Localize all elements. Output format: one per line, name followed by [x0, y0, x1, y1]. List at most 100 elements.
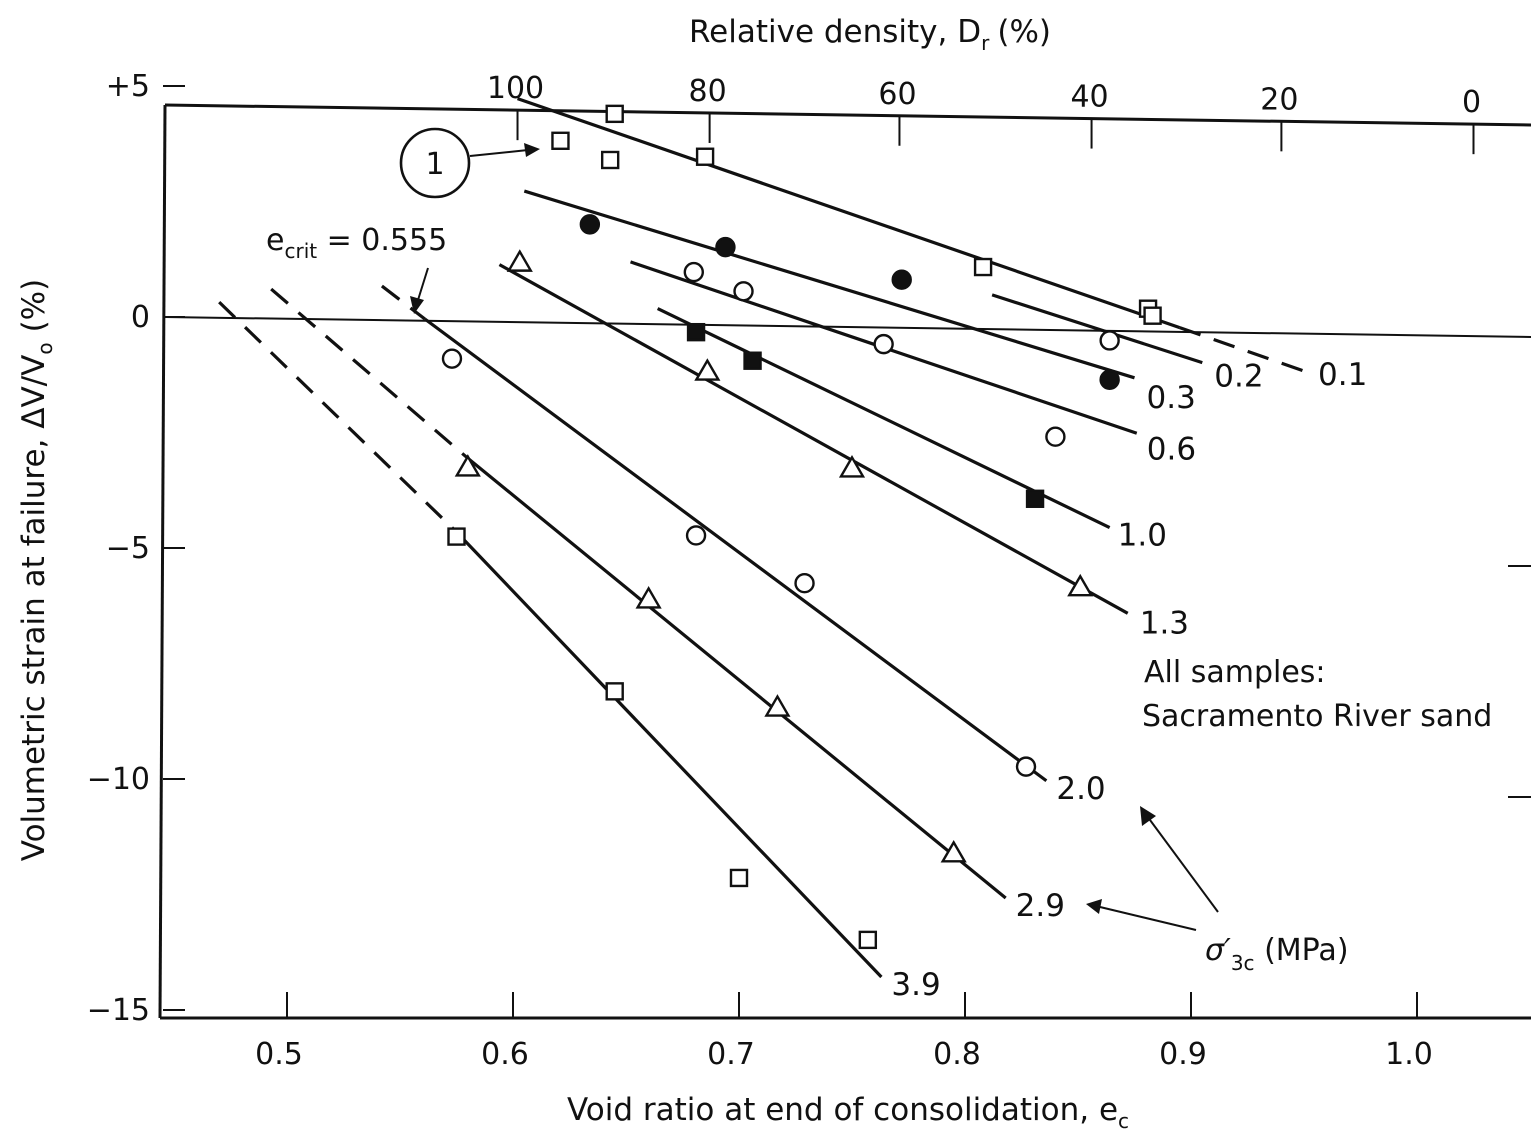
top-axis-title: Relative density, Dr (%): [689, 14, 1051, 55]
point-square: [858, 930, 878, 950]
top-axis-line: [164, 103, 1531, 127]
series-0-2: 0.2: [991, 293, 1264, 395]
note-line-1: All samples:: [1144, 655, 1326, 690]
circled-marker: [399, 127, 471, 199]
y-axis-title: Volumetric strain at failure, ΔV/Vo(%): [16, 279, 57, 861]
series-line: [991, 293, 1203, 365]
series-extrapolation: [1179, 326, 1305, 373]
series-line: [466, 456, 1007, 900]
point-circle: [1045, 426, 1066, 447]
series-label: 0.3: [1147, 380, 1196, 416]
series-1-3: 1.3: [498, 263, 1189, 641]
series-2-9: 2.9: [270, 287, 1065, 924]
series-1-0: 1.0: [656, 307, 1167, 554]
point-circle: [733, 281, 754, 302]
series-label: 3.9: [891, 967, 940, 1003]
point-triangle: [1067, 573, 1094, 597]
point-triangle: [454, 454, 481, 477]
series-label: 1.0: [1118, 518, 1167, 554]
top-tick-label: 40: [1070, 80, 1108, 115]
point-square: [551, 131, 570, 150]
x-tick-label: 1.0: [1385, 1037, 1433, 1072]
point-triangle: [506, 249, 533, 272]
point-square: [600, 150, 620, 170]
series-label: 0.2: [1214, 359, 1263, 395]
point-triangle: [635, 586, 662, 609]
top-tick-label: 100: [487, 71, 544, 106]
axis-ticks: 0.5 0.6 0.7 0.8 0.9 1.0 +5 0 −5 −10 −15 100 80 60 40 20…: [87, 69, 1531, 1072]
point-circle: [685, 525, 707, 546]
x-tick-label: 0.5: [255, 1037, 303, 1072]
circled-number: 1: [425, 147, 444, 182]
top-tick-label: 0: [1462, 85, 1481, 120]
series-label: 0.6: [1147, 431, 1196, 467]
note-line-2: Sacramento River sand: [1142, 699, 1492, 734]
sigma-arrow-to-2-9-head: [1086, 899, 1102, 914]
ecrit-arrow-head: [410, 296, 424, 314]
series-3-9: 3.9: [218, 301, 941, 1003]
point-circle: [1015, 756, 1037, 777]
y-tick-label: +5: [106, 69, 150, 104]
point-circle-filled: [579, 214, 601, 235]
circled-arrow-shaft: [469, 149, 529, 157]
sigma-arrow-to-2-9-shaft: [1099, 906, 1197, 931]
y-tick-label: −10: [87, 762, 150, 797]
y-tick-label: −5: [106, 531, 150, 566]
sigma-arrow-to-2-shaft: [1149, 819, 1219, 913]
series-label: 0.1: [1318, 357, 1367, 393]
point-square-filled: [1025, 489, 1045, 508]
series-2-0: 2.0: [380, 284, 1106, 807]
data-points: [441, 104, 1162, 950]
series-line: [455, 530, 883, 979]
series-line: [523, 189, 1135, 380]
x-tick-label: 0.7: [707, 1037, 755, 1072]
series-0-6: 0.6: [630, 260, 1196, 467]
point-circle: [441, 348, 463, 369]
point-square-filled: [686, 322, 706, 342]
point-circle: [873, 333, 894, 355]
x-tick-label: 0.6: [481, 1037, 529, 1072]
zero-reference-line: [164, 316, 1531, 338]
series-0-1: 0.1: [516, 97, 1367, 393]
series-0-3: 0.3: [523, 189, 1196, 416]
annotations: 1 ecrit = 0.555 All samples: Sacramento …: [266, 127, 1492, 975]
point-square-filled: [743, 351, 762, 370]
ecrit-label: ecrit = 0.555: [266, 223, 447, 263]
point-triangle: [764, 694, 791, 717]
point-square: [973, 257, 993, 277]
top-tick-label: 20: [1260, 82, 1298, 117]
series-line: [498, 263, 1129, 615]
point-circle-filled: [715, 236, 736, 258]
point-triangle: [694, 358, 721, 381]
point-square: [447, 527, 466, 546]
point-circle: [794, 573, 815, 594]
y-tick-label: 0: [131, 300, 150, 335]
series-line: [516, 97, 1181, 330]
trend-lines: 0.1 0.2 0.3 0.6 1.0 1.3 2.0 2.9 3.9: [218, 97, 1367, 1003]
point-circle: [1099, 330, 1120, 351]
series-label: 2.0: [1056, 771, 1105, 807]
ecrit-arrow-shaft: [417, 267, 429, 301]
top-tick-label: 80: [689, 74, 727, 109]
x-axis-title: Void ratio at end of consolidation, ec: [567, 1092, 1129, 1133]
series-extrapolation: [380, 284, 426, 321]
point-circle-filled: [891, 269, 912, 290]
sigma-label: σ′3c (MPa): [1205, 933, 1349, 975]
series-label: 1.3: [1140, 605, 1189, 641]
point-square: [1143, 306, 1162, 325]
point-square: [605, 104, 624, 124]
x-tick-label: 0.8: [933, 1037, 981, 1072]
x-tick-label: 0.9: [1159, 1037, 1207, 1072]
point-triangle: [940, 839, 967, 863]
point-square: [605, 682, 624, 701]
plot-frame: [158, 103, 1531, 1020]
point-circle: [683, 261, 704, 283]
series-line: [423, 317, 1048, 783]
left-axis-line: [158, 104, 167, 1019]
series-label: 2.9: [1016, 888, 1065, 924]
y-tick-label: −15: [87, 993, 150, 1028]
series-extrapolation: [270, 287, 469, 460]
sigma-arrow-to-2-head: [1140, 806, 1156, 826]
point-triangle: [838, 455, 866, 478]
